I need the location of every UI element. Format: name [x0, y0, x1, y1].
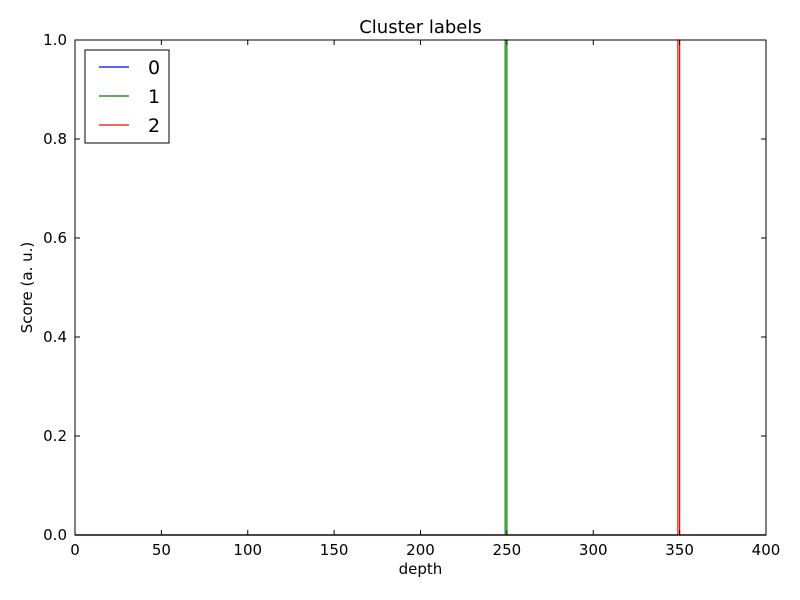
legend-label-2: 2: [148, 115, 160, 137]
x-axis-label: depth: [399, 560, 443, 578]
plot-frame: [74, 39, 767, 536]
y-tick-label: 0.0: [43, 526, 67, 544]
y-tick-label: 1.0: [43, 31, 67, 49]
legend: 0 1 2: [84, 49, 170, 144]
ticks-layer: 0 50 100 150 200 250 300 350 400 0.0 0.2 0.4 0.6 0.8 1…: [43, 31, 780, 559]
x-tick-label: 400: [752, 541, 781, 559]
x-tick-label: 200: [406, 541, 435, 559]
x-tick-label: 250: [493, 541, 522, 559]
legend-label-1: 1: [148, 86, 160, 108]
x-tick-label: 150: [320, 541, 349, 559]
x-tick-label: 300: [579, 541, 608, 559]
legend-label-0: 0: [148, 57, 160, 79]
series-line-1: [75, 39, 766, 536]
y-axis-label: Score (a. u.): [18, 242, 36, 334]
y-tick-label: 0.8: [43, 130, 67, 148]
y-tick-label: 0.6: [43, 229, 67, 247]
x-tick-label: 100: [233, 541, 262, 559]
chart-title: Cluster labels: [359, 17, 482, 38]
series-layer: [75, 39, 766, 536]
x-tick-label: 350: [665, 541, 694, 559]
x-tick-label: 50: [152, 541, 171, 559]
y-tick-label: 0.4: [43, 328, 67, 346]
series-line-2: [75, 39, 766, 536]
y-tick-label: 0.2: [43, 427, 67, 445]
x-tick-label: 0: [70, 541, 80, 559]
